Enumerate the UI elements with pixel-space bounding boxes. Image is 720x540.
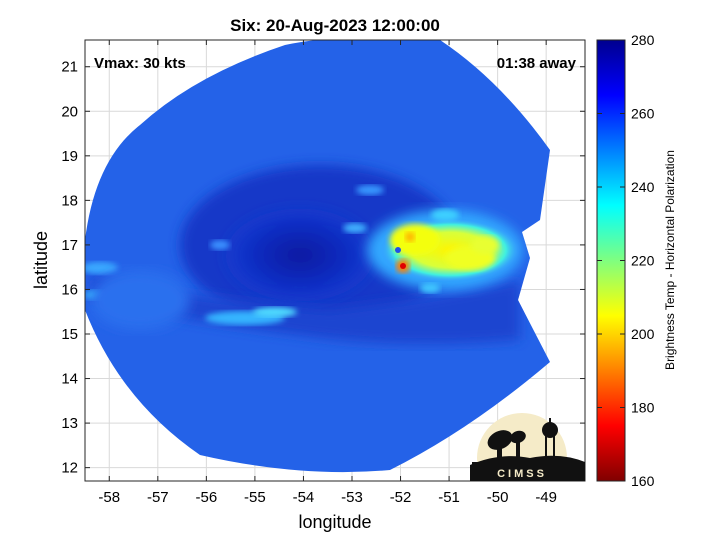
y-tick-label: 17	[61, 237, 78, 254]
colorbar-tick-label: 280	[631, 32, 655, 48]
colorbar: 160 180 200 220 240 260 280 Brightness Temp - …	[596, 32, 677, 489]
x-tick-label: -49	[535, 489, 557, 506]
colorbar-tick-label: 160	[631, 473, 655, 489]
logo-text: CIMSS	[497, 468, 547, 480]
x-tick-label: -55	[244, 489, 266, 506]
y-tick-label: 18	[61, 192, 78, 209]
colorbar-tick-label: 180	[631, 400, 655, 416]
y-tick-label: 13	[61, 415, 78, 432]
y-tick-label: 19	[61, 148, 78, 165]
x-tick-label: -53	[341, 489, 363, 506]
colorbar-label: Brightness Temp - Horizontal Polarizatio…	[663, 150, 677, 370]
x-tick-label: -56	[196, 489, 218, 506]
y-tick-label: 21	[61, 59, 78, 76]
axes-frame	[84, 39, 586, 482]
chart-title: Six: 20-Aug-2023 12:00:00	[230, 16, 440, 35]
y-axis-label: latitude	[31, 231, 51, 289]
vmax-annotation: Vmax: 30 kts	[94, 55, 186, 72]
colorbar-tick-label: 220	[631, 253, 655, 269]
y-tick-label: 12	[61, 460, 78, 477]
x-tick-label: -58	[98, 489, 120, 506]
satellite-swath	[85, 40, 550, 473]
y-tick-label: 15	[61, 326, 78, 343]
colorbar-tick-label: 240	[631, 179, 655, 195]
y-axis-ticks: 12 13 14 15 16 17 18 19 20 21	[61, 59, 585, 477]
cimss-satellite-dish-logo-icon: CIMSS	[470, 413, 585, 481]
x-tick-label: -57	[147, 489, 169, 506]
x-tick-label: -54	[293, 489, 315, 506]
x-tick-label: -51	[438, 489, 460, 506]
y-tick-label: 20	[61, 103, 78, 120]
x-axis-label: longitude	[298, 512, 371, 532]
x-axis-ticks: -58 -57 -56 -55 -54 -53 -52 -51 -50 -49	[98, 40, 557, 506]
x-tick-label: -52	[390, 489, 412, 506]
time-offset-annotation: 01:38 away	[497, 55, 577, 72]
colorbar-ticks: 160 180 200 220 240 260 280	[597, 32, 655, 489]
x-tick-label: -50	[487, 489, 509, 506]
y-tick-label: 14	[61, 371, 78, 388]
colorbar-tick-label: 200	[631, 326, 655, 342]
colorbar-tick-label: 260	[631, 106, 655, 122]
y-tick-label: 16	[61, 281, 78, 298]
